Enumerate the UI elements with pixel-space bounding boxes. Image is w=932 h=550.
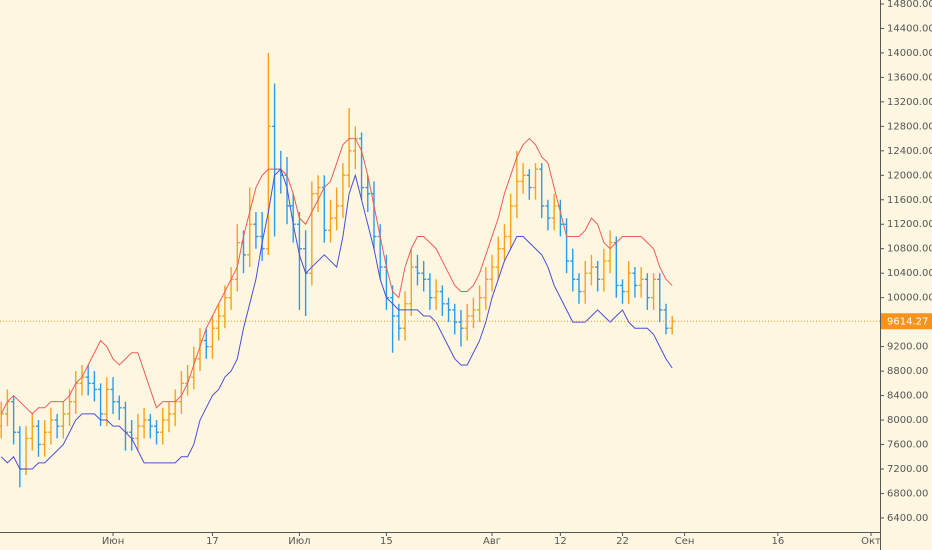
y-tick-label: 8800.00 bbox=[887, 366, 928, 377]
x-tick-label: 15 bbox=[380, 536, 393, 547]
y-tick-label: 10000.00 bbox=[887, 293, 932, 304]
y-tick-label: 11600.00 bbox=[887, 195, 932, 206]
y-tick-label: 10400.00 bbox=[887, 268, 932, 279]
y-tick-label: 12400.00 bbox=[887, 146, 932, 157]
y-tick-label: 6800.00 bbox=[887, 488, 928, 499]
y-tick-label: 14400.00 bbox=[887, 23, 932, 34]
x-tick-label: Сен bbox=[675, 536, 695, 547]
y-tick-label: 14000.00 bbox=[887, 48, 932, 59]
y-tick-label: 14800.00 bbox=[887, 0, 932, 10]
indicator-line bbox=[0, 168, 673, 470]
x-tick-label: 22 bbox=[616, 536, 629, 547]
y-tick-label: 7200.00 bbox=[887, 464, 928, 475]
x-tick-label: Июл bbox=[288, 536, 310, 547]
last-price-label: 9614.27 bbox=[887, 316, 928, 327]
indicator-line bbox=[0, 137, 673, 415]
y-tick-label: 9200.00 bbox=[887, 342, 928, 353]
y-tick-label: 13600.00 bbox=[887, 72, 932, 83]
y-tick-label: 6400.00 bbox=[887, 513, 928, 524]
last-price-box bbox=[881, 313, 932, 330]
y-tick-label: 12000.00 bbox=[887, 170, 932, 181]
x-tick-label: 17 bbox=[206, 536, 219, 547]
x-tick-label: Окт bbox=[861, 536, 881, 547]
y-tick-label: 8000.00 bbox=[887, 415, 928, 426]
y-tick-label: 8400.00 bbox=[887, 391, 928, 402]
x-tick-label: Авг bbox=[483, 536, 501, 547]
y-tick-label: 10800.00 bbox=[887, 244, 932, 255]
x-tick-label: 12 bbox=[554, 536, 567, 547]
y-tick-label: 13200.00 bbox=[887, 97, 932, 108]
y-tick-label: 11200.00 bbox=[887, 219, 932, 230]
y-tick-label: 12800.00 bbox=[887, 121, 932, 132]
x-tick-label: Июн bbox=[102, 536, 124, 547]
x-tick-label: 16 bbox=[771, 536, 784, 547]
y-tick-label: 7600.00 bbox=[887, 440, 928, 451]
